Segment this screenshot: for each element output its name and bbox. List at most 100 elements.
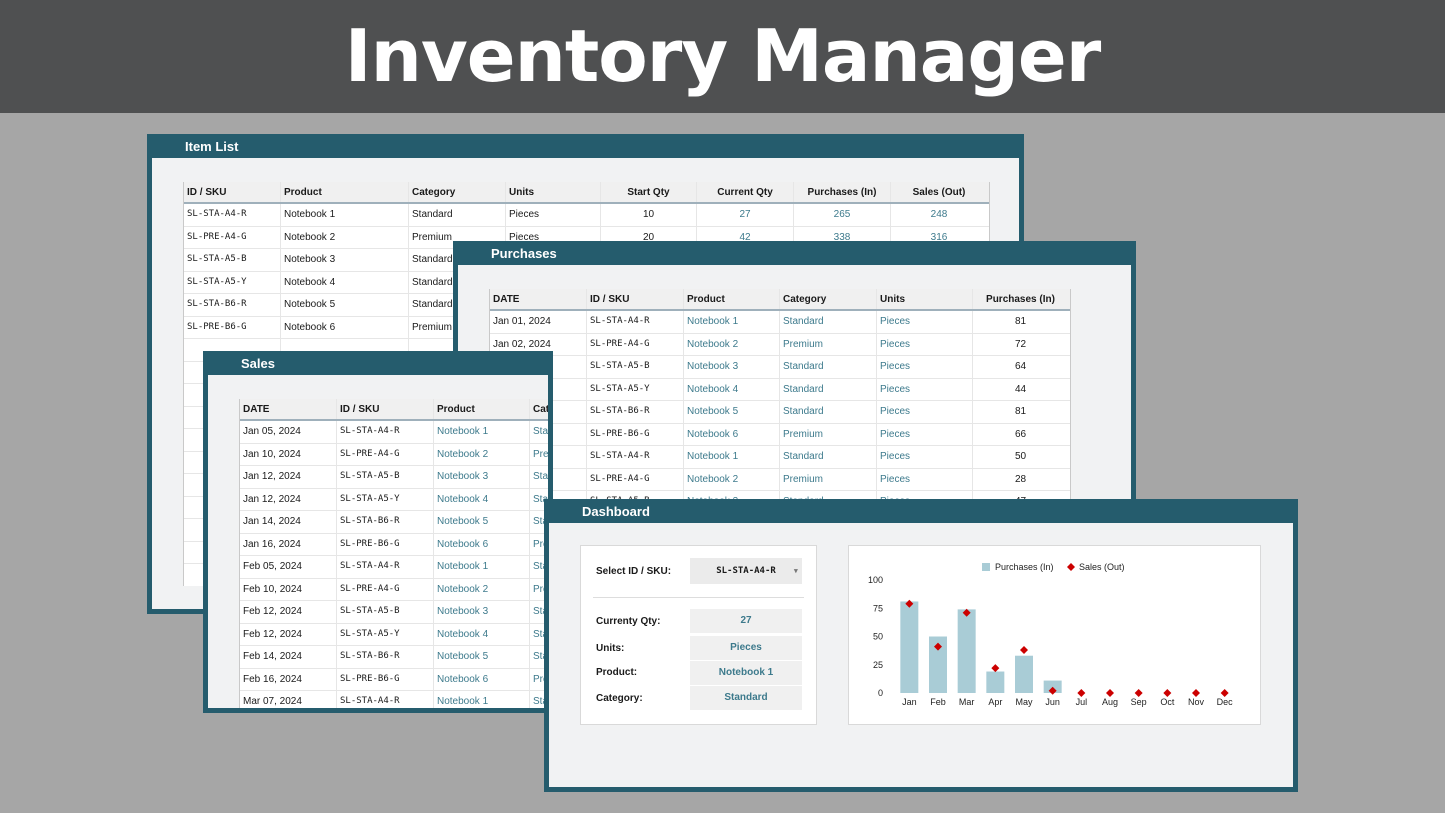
table-cell: Jan 10, 2024: [240, 443, 337, 465]
legend-label: Purchases (In): [995, 562, 1054, 572]
table-cell: Notebook 3: [434, 466, 530, 488]
marker-sales: [1163, 689, 1172, 697]
table-cell: Premium: [780, 468, 877, 490]
table-header-row: DATE ID / SKU Product Category Units Purchase…: [490, 289, 1070, 311]
current-qty-label: Currenty Qty:: [596, 616, 661, 627]
chevron-down-icon[interactable]: ▼: [793, 567, 798, 575]
table-cell: Notebook 2: [684, 333, 780, 355]
column-header[interactable]: Units: [877, 289, 973, 309]
banner-title: Inventory Manager: [344, 14, 1101, 98]
table-cell: Pieces: [877, 356, 973, 378]
table-cell: Standard: [409, 204, 506, 226]
table-cell: Notebook 5: [684, 401, 780, 423]
x-tick-label: Jan: [902, 697, 917, 707]
marker-sales: [1106, 689, 1114, 697]
table-cell: Pieces: [877, 468, 973, 490]
table-cell: Jan 12, 2024: [240, 488, 337, 510]
table-cell: Pieces: [877, 401, 973, 423]
column-header[interactable]: Product: [684, 289, 780, 309]
column-header[interactable]: Purchases (In): [794, 182, 891, 202]
empty-cell: [281, 339, 409, 361]
column-header[interactable]: Category: [780, 289, 877, 309]
table-cell: Standard: [533, 696, 548, 707]
category-value: Standard: [690, 686, 802, 710]
column-header[interactable]: Product: [434, 399, 530, 419]
table-cell: SL-STA-A4-R: [587, 446, 684, 468]
x-tick-label: Dec: [1217, 697, 1234, 707]
column-header[interactable]: Units: [506, 182, 601, 202]
table-cell: 42: [697, 226, 794, 248]
table-cell: SL-STA-B6-R: [587, 401, 684, 423]
dashboard-window: Dashboard Select ID / SKU: SL-STA-A4-R ▼…: [544, 499, 1298, 792]
table-cell: Premium: [780, 423, 877, 445]
table-row[interactable]: Jan 01, 2024 SL-STA-A4-R Notebook 1 Standar…: [490, 311, 1070, 334]
x-tick-label: Feb: [930, 697, 946, 707]
column-header[interactable]: ID / SKU: [587, 289, 684, 309]
table-cell: Premium: [409, 226, 506, 248]
table-cell: Standard: [780, 356, 877, 378]
table-cell: SL-PRE-A4-G: [587, 333, 684, 355]
table-cell: SL-PRE-A4-G: [184, 226, 281, 248]
table-cell: SL-STA-B6-R: [337, 646, 434, 668]
table-cell: Premium: [533, 673, 548, 685]
column-header[interactable]: Purchases (In): [986, 294, 1055, 305]
sku-dropdown[interactable]: SL-STA-A4-R ▼: [690, 558, 802, 584]
table-cell: SL-STA-A5-Y: [337, 488, 434, 510]
column-header[interactable]: Category: [409, 182, 506, 202]
bar-purchases: [900, 601, 919, 693]
table-cell: Notebook 4: [434, 488, 530, 510]
table-cell: Notebook 1: [434, 691, 530, 708]
column-header[interactable]: Product: [281, 182, 409, 202]
column-header[interactable]: ID / SKU: [184, 182, 281, 202]
column-header[interactable]: Sales (Out): [912, 187, 966, 198]
purchases-title: Purchases: [491, 246, 557, 261]
column-header[interactable]: Current Qty: [697, 182, 794, 202]
table-cell: Standard: [533, 471, 548, 482]
banner: Inventory Manager: [0, 0, 1445, 113]
y-tick-label: 0: [878, 688, 883, 698]
table-cell: 316: [930, 231, 948, 243]
column-header[interactable]: DATE: [240, 399, 337, 419]
marker-sales: [905, 599, 914, 608]
marker-sales: [991, 664, 1000, 673]
table-cell: Standard: [533, 628, 548, 640]
table-cell: SL-PRE-B6-G: [337, 533, 434, 555]
table-cell: 28: [1014, 473, 1027, 485]
column-header[interactable]: Start Qty: [601, 182, 697, 202]
table-cell: Feb 05, 2024: [240, 556, 337, 578]
y-tick-label: 25: [873, 660, 883, 670]
column-header[interactable]: ID / SKU: [337, 399, 434, 419]
column-header[interactable]: DATE: [490, 289, 587, 309]
table-cell: Notebook 4: [434, 623, 530, 645]
table-cell: SL-STA-A5-B: [337, 466, 434, 488]
bar-purchases: [929, 636, 947, 693]
column-header[interactable]: Category: [533, 404, 548, 415]
table-row[interactable]: SL-STA-A4-R Notebook 1 Standard Pieces 10 27 2…: [184, 204, 989, 227]
marker-sales: [1220, 689, 1229, 697]
units-label: Units:: [596, 643, 625, 654]
table-cell: SL-STA-A4-R: [337, 556, 434, 578]
table-cell: Notebook 6: [684, 423, 780, 445]
table-row[interactable]: Jan 02, 2024 SL-PRE-A4-G Notebook 2 Premium…: [490, 333, 1070, 356]
x-tick-label: Apr: [988, 697, 1002, 707]
